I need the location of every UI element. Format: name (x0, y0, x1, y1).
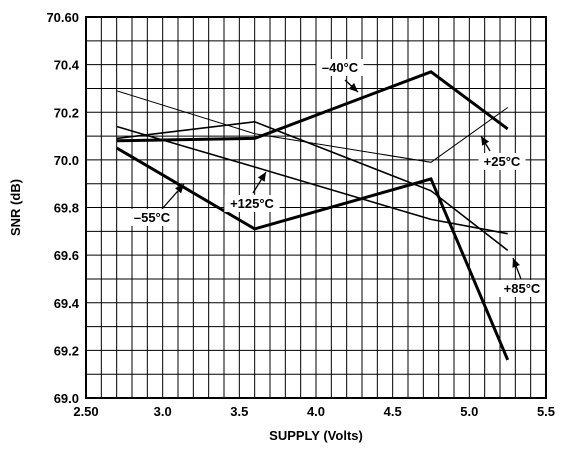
series-label: –55°C (134, 210, 171, 225)
y-tick-label: 69.8 (54, 201, 79, 216)
label-backing (478, 153, 526, 170)
series-line-55c (115, 146, 510, 361)
y-tick-labels: 69.0 69.2 69.4 69.6 69.8 70.0 70.2 70.4 70.60 (46, 10, 79, 406)
y-tick-label: 69.6 (54, 248, 79, 263)
series-label: +125°C (230, 196, 274, 211)
plot-frame (85, 16, 547, 399)
arrow-head (481, 136, 490, 146)
x-tick-label: 5.5 (537, 404, 555, 419)
x-tick-label: 4.0 (307, 404, 325, 419)
x-tick-label: 4.5 (384, 404, 402, 419)
annotation-25c: +25°C (478, 135, 526, 170)
x-tick-label: 2.50 (73, 404, 98, 419)
annotation-125c: +125°C (224, 171, 280, 212)
x-tick-label: 3.0 (154, 404, 172, 419)
annotation-85c: +85°C (498, 257, 546, 297)
series-label: –40°C (322, 60, 359, 75)
x-tick-labels: 2.50 3.0 3.5 4.0 4.5 5.0 5.5 (73, 404, 555, 419)
grid (86, 17, 546, 398)
label-backing (128, 209, 176, 226)
arrow-head (348, 82, 358, 92)
x-tick-label: 5.0 (460, 404, 478, 419)
y-tick-label: 69.4 (54, 296, 80, 311)
y-tick-label: 70.2 (54, 105, 79, 120)
arrow-head (257, 172, 266, 182)
arrow-head (512, 258, 520, 268)
annotation-40c: –40°C (316, 59, 364, 93)
y-tick-label: 70.60 (46, 10, 79, 25)
label-backing (224, 195, 280, 212)
y-tick-label: 69.2 (54, 343, 79, 358)
x-tick-label: 3.5 (230, 404, 248, 419)
series-line-125c (116, 120, 509, 252)
series-label: +85°C (504, 281, 541, 296)
series-line-85c (116, 125, 508, 235)
label-backing (316, 59, 364, 76)
series-layer (115, 70, 510, 361)
series-line-25c (116, 90, 508, 163)
annotation-layer: –40°C –55°C +25°C +85°C +125°C (128, 59, 546, 297)
annotation-55c: –55°C (128, 183, 185, 226)
x-axis-label: SUPPLY (Volts) (269, 428, 363, 443)
y-tick-label: 70.4 (54, 58, 80, 73)
label-backing (498, 280, 546, 297)
y-tick-label: 69.0 (54, 391, 79, 406)
series-label: +25°C (484, 154, 521, 169)
arrow-head (175, 184, 184, 194)
y-tick-label: 70.0 (54, 153, 79, 168)
y-axis-label: SNR (dB) (8, 179, 23, 236)
series-line-40c (116, 70, 509, 143)
